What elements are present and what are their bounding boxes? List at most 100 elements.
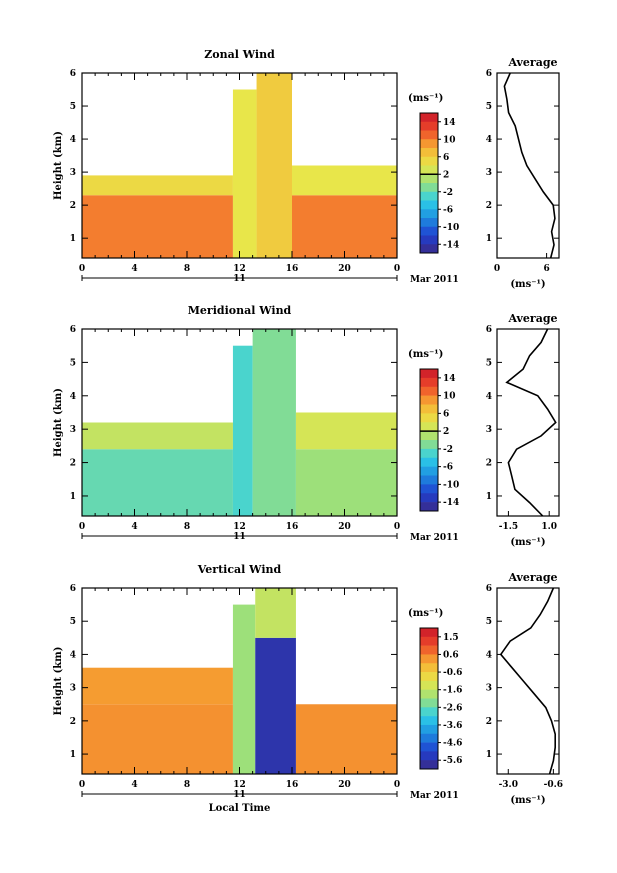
heatmap-region: [252, 329, 296, 516]
y-tick-label: 3: [70, 684, 76, 694]
colorbar-tick-label: -14: [443, 240, 459, 250]
colorbar-segment: [420, 751, 438, 761]
panel-title: Meridional Wind: [188, 304, 292, 317]
colorbar-tick-label: -1.6: [443, 686, 462, 696]
colorbar-segment: [420, 191, 438, 201]
y-tick-label: 1: [70, 234, 76, 244]
average-x-tick-label: 1.0: [541, 522, 557, 532]
colorbar-segment: [420, 113, 438, 123]
average-y-tick-label: 4: [486, 135, 492, 145]
colorbar-segment: [420, 174, 438, 184]
x-tick-label: 16: [286, 264, 299, 274]
colorbar-tick-label: 0.6: [443, 650, 459, 660]
colorbar-segment: [420, 628, 438, 638]
average-x-label: (ms⁻¹): [510, 279, 545, 290]
colorbar-tick-label: -10: [443, 480, 459, 490]
colorbar-tick-label: -0.6: [443, 668, 462, 678]
average-x-label: (ms⁻¹): [510, 795, 545, 806]
average-y-tick-label: 2: [486, 201, 492, 211]
colorbar-segment: [420, 218, 438, 228]
colorbar-segment: [420, 724, 438, 735]
y-tick-label: 6: [70, 325, 76, 335]
y-tick-label: 4: [70, 392, 76, 402]
x-tick-label: 8: [184, 264, 190, 274]
heatmap-region: [232, 345, 253, 516]
colorbar-tick-label: -3.6: [443, 721, 462, 731]
colorbar-tick-label: -2: [443, 445, 453, 455]
y-tick-label: 2: [70, 717, 76, 727]
colorbar-frame: [419, 368, 439, 512]
colorbar-tick-label: -14: [443, 498, 459, 508]
heatmap-region: [295, 412, 397, 450]
average-profile-line: [499, 587, 557, 775]
colorbar-tick-label: 2: [443, 170, 449, 180]
average-frame: [496, 587, 560, 775]
colorbar-tick-label: -2: [443, 188, 453, 198]
colorbar-segment: [420, 707, 438, 717]
colorbar-segment: [420, 244, 438, 254]
date-label: Mar 2011: [410, 533, 459, 543]
colorbar-tick-label: 10: [443, 135, 456, 145]
average-title: Average: [507, 571, 557, 584]
heatmap-region: [295, 704, 397, 774]
x-tick-label: 0: [79, 780, 85, 790]
colorbar-segment: [420, 448, 438, 459]
colorbar-segment: [420, 209, 438, 219]
heatmap-region: [82, 422, 233, 450]
y-tick-label: 3: [70, 425, 76, 435]
colorbar-tick-label: 14: [443, 374, 456, 384]
colorbar-segment: [420, 369, 438, 379]
colorbar-segment: [420, 636, 438, 646]
y-tick-label: 2: [70, 201, 76, 211]
colorbar-segment: [420, 680, 438, 690]
average-y-tick-label: 6: [486, 69, 492, 79]
colorbar-tick-label: 10: [443, 392, 456, 402]
day-label: 11: [233, 532, 246, 542]
average-y-tick-label: 6: [486, 584, 492, 594]
colorbar-segment: [420, 484, 438, 494]
colorbar-segment: [420, 183, 438, 193]
colorbar-segment: [420, 502, 438, 512]
colorbar-segment: [420, 377, 438, 388]
heatmap-region: [82, 195, 233, 258]
date-label: Mar 2011: [410, 275, 459, 285]
colorbar-unit: (ms⁻¹): [408, 93, 443, 104]
colorbar-tick-label: -6: [443, 463, 453, 473]
colorbar-tick-label: -2.6: [443, 703, 462, 713]
average-y-tick-label: 4: [486, 650, 492, 660]
colorbar-segment: [420, 200, 438, 210]
colorbar-tick-label: 2: [443, 427, 449, 437]
average-y-tick-label: 1: [486, 492, 492, 502]
y-tick-label: 4: [70, 650, 76, 660]
colorbar-unit: (ms⁻¹): [408, 349, 443, 360]
colorbar-tick-label: -5.6: [443, 756, 462, 766]
colorbar-frame: [419, 112, 439, 254]
x-tick-label: 12: [233, 264, 246, 274]
average-y-tick-label: 1: [486, 234, 492, 244]
colorbar-segment: [420, 466, 438, 476]
heatmap-region: [255, 588, 296, 638]
y-tick-label: 1: [70, 750, 76, 760]
colorbar-segment: [420, 431, 438, 441]
date-label: Mar 2011: [410, 791, 459, 801]
colorbar-segment: [420, 148, 438, 158]
x-tick-label: 4: [131, 522, 137, 532]
average-y-tick-label: 5: [486, 358, 492, 368]
heatmap-region: [292, 165, 397, 196]
average-profile-line: [503, 72, 556, 259]
x-tick-label: 4: [131, 264, 137, 274]
average-title: Average: [507, 56, 557, 69]
colorbar-segment: [420, 742, 438, 752]
x-tick-label: 0: [79, 522, 85, 532]
heatmap-region: [256, 73, 292, 258]
y-axis-label: Height (km): [53, 388, 64, 457]
average-y-tick-label: 3: [486, 684, 492, 694]
colorbar-segment: [420, 130, 438, 140]
x-tick-label: 16: [286, 522, 299, 532]
heatmap-region: [82, 667, 233, 705]
average-y-tick-label: 1: [486, 750, 492, 760]
x-tick-label: 20: [338, 522, 351, 532]
x-tick-label: 16: [286, 780, 299, 790]
